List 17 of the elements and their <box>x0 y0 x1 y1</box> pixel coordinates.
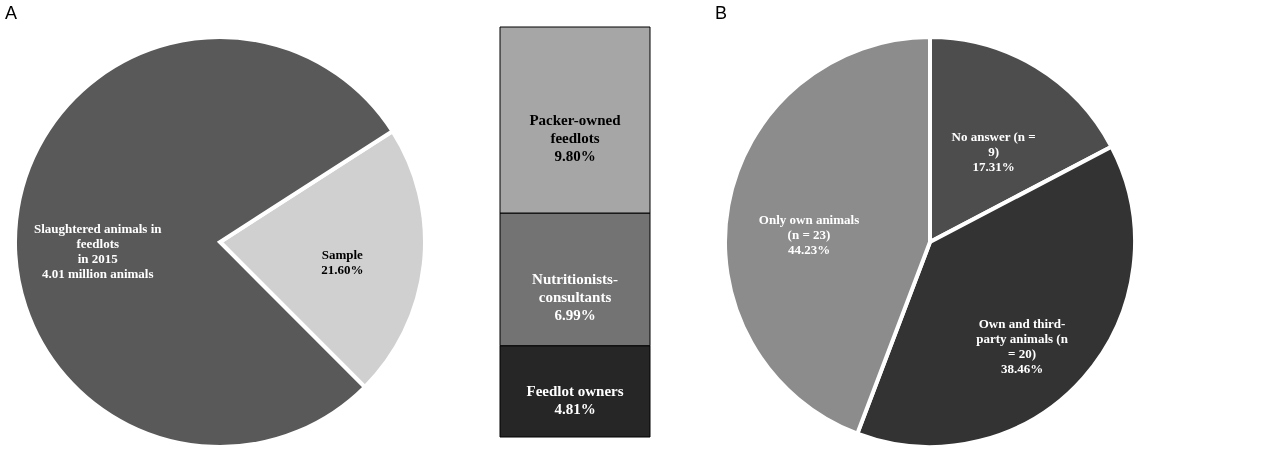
slice-label: No answer (n = 9) <box>951 128 1036 159</box>
chart-title: A <box>5 3 18 23</box>
slice-label: Slaughtered animals in feedlots in 2015 4.01 million animals <box>33 220 163 281</box>
data-label: 6.99% <box>554 307 596 324</box>
series-label: Packer-owned feedlots <box>529 112 622 147</box>
data-label: 4.81% <box>554 401 596 418</box>
series-label: Feedlot owners <box>526 383 624 400</box>
series-label: Nutritionists-consultants <box>532 271 618 306</box>
slice-label: Only own animals (n = 23) <box>758 211 860 242</box>
data-label: 9.80% <box>554 148 596 165</box>
data-label: 17.31% <box>972 158 1015 174</box>
chart-title: B <box>715 3 728 23</box>
slice-label: Own and third-party animals (n = 20) <box>976 315 1069 361</box>
slice-label: Sample <box>321 247 364 263</box>
data-label: 21.60% <box>321 262 364 278</box>
data-label: 38.46% <box>1000 360 1044 376</box>
data-label: 44.23% <box>787 241 831 257</box>
